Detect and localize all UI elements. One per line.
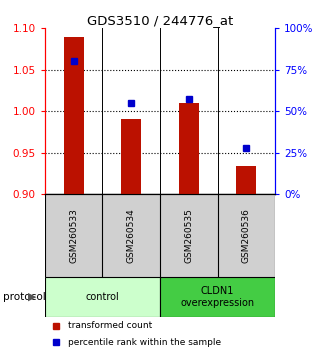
Bar bbox=[45, 277, 160, 317]
Bar bbox=[160, 194, 218, 277]
Text: ▶: ▶ bbox=[28, 292, 36, 302]
Text: percentile rank within the sample: percentile rank within the sample bbox=[68, 338, 221, 347]
Bar bbox=[218, 194, 275, 277]
Text: transformed count: transformed count bbox=[68, 321, 152, 330]
Bar bbox=[121, 119, 141, 194]
Bar bbox=[160, 277, 275, 317]
Bar bbox=[102, 194, 160, 277]
Text: CLDN1
overexpression: CLDN1 overexpression bbox=[180, 286, 255, 308]
Text: GSM260534: GSM260534 bbox=[127, 208, 136, 263]
Text: GSM260536: GSM260536 bbox=[242, 208, 251, 263]
Text: control: control bbox=[85, 292, 119, 302]
Bar bbox=[45, 194, 102, 277]
Text: GSM260533: GSM260533 bbox=[69, 208, 78, 263]
Bar bbox=[236, 166, 257, 194]
Bar bbox=[63, 38, 84, 194]
Title: GDS3510 / 244776_at: GDS3510 / 244776_at bbox=[87, 14, 233, 27]
Text: protocol: protocol bbox=[3, 292, 46, 302]
Text: GSM260535: GSM260535 bbox=[184, 208, 193, 263]
Bar bbox=[179, 103, 199, 194]
